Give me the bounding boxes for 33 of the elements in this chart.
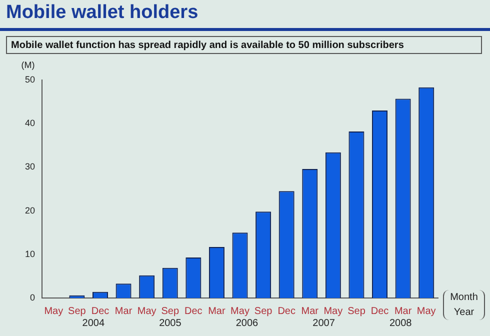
x-tick-label: Dec [184, 306, 202, 317]
text: 2005 [159, 318, 182, 329]
x-axis-title: Month [449, 291, 479, 305]
y-tick-label: 50 [24, 74, 36, 84]
x-tick-label: May [44, 306, 64, 317]
x-tick-label: Dec [278, 306, 296, 317]
y-tick-label: 0 [30, 292, 36, 302]
x-tick-label: Mar [301, 306, 320, 317]
x-tick-label: Sep [348, 306, 366, 317]
x-tick-label: Mar [394, 306, 412, 317]
x-tick-label: Dec [370, 306, 389, 317]
y-tick-label: 10 [24, 248, 36, 259]
x-tick-label: Dec [91, 306, 110, 317]
x-tick-label: May [416, 306, 436, 317]
x-tick-label: May [137, 306, 156, 317]
x-tick-label: Sep [68, 306, 86, 317]
chart-subtitle: Mobile wallet function has spread rapidly and is available to 50 million subscribers [6, 36, 482, 54]
text: Year [452, 306, 476, 320]
y-tick-label: 30 [24, 162, 36, 172]
text: 2008 [389, 318, 412, 329]
y-axis-title: (M) [21, 60, 35, 70]
x-tick-label: Sep [161, 306, 180, 317]
y-tick-label: 20 [24, 205, 36, 216]
x-tick-label: Mar [114, 306, 133, 317]
x-tick-label: May [324, 306, 343, 317]
text: 2004 [82, 318, 105, 329]
text: 2006 [236, 318, 258, 329]
y-tick-label: 40 [24, 118, 36, 128]
x-tick-label: Sep [254, 306, 273, 317]
x-tick-label: Mar [208, 306, 226, 317]
text: 2007 [312, 318, 335, 329]
x-tick-label: May [230, 306, 250, 317]
chart-title: Mobile wallet holders [6, 2, 198, 24]
